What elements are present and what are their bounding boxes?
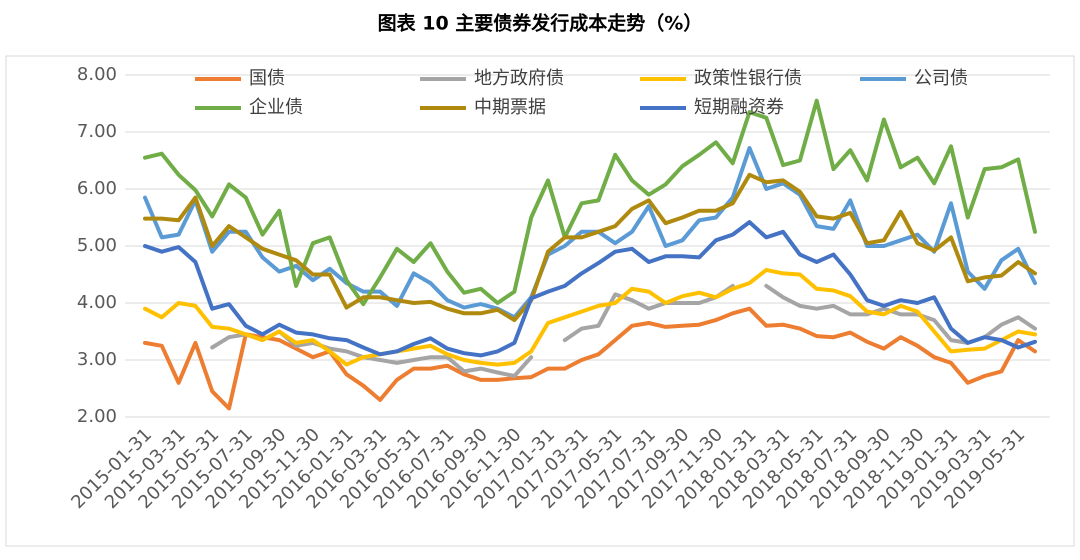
chart-frame xyxy=(5,55,1075,547)
series-line xyxy=(143,306,1037,411)
chart-title: 图表 10 主要债券发行成本走势（%） xyxy=(378,12,703,35)
legend-label: 企业债 xyxy=(249,97,303,118)
y-tick-label: 6.00 xyxy=(77,178,117,199)
series-line xyxy=(143,172,1037,323)
y-tick-label: 8.00 xyxy=(77,64,117,85)
legend-label: 政策性银行债 xyxy=(694,68,802,89)
legend-label: 短期融资券 xyxy=(694,97,784,118)
legend-label: 地方政府债 xyxy=(474,68,564,89)
y-tick-label: 4.00 xyxy=(77,292,117,313)
series-line xyxy=(143,220,1037,358)
y-tick-label: 2.00 xyxy=(77,406,117,427)
legend-label: 国债 xyxy=(249,68,285,89)
y-tick-label: 5.00 xyxy=(77,235,117,256)
y-tick-label: 7.00 xyxy=(77,121,117,142)
y-tick-label: 3.00 xyxy=(77,349,117,370)
legend-label: 公司债 xyxy=(914,68,968,89)
series-line xyxy=(143,98,1037,307)
legend-label: 中期票据 xyxy=(474,97,546,118)
series-line xyxy=(143,267,1037,367)
